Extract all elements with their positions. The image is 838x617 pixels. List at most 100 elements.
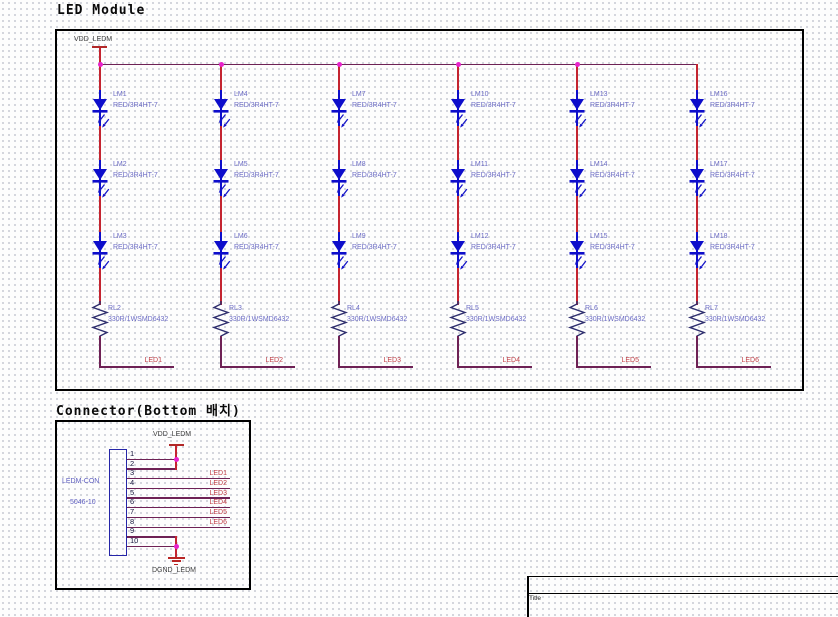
led-symbol[interactable] bbox=[683, 232, 711, 276]
wire-net-stub[interactable] bbox=[696, 366, 772, 368]
led-value[interactable]: RED/3R4HT-7 bbox=[710, 172, 755, 179]
net-label[interactable]: LED6 bbox=[741, 357, 759, 364]
led-ref[interactable]: LM1 bbox=[113, 91, 127, 98]
connector-body[interactable] bbox=[109, 449, 127, 556]
led-ref[interactable]: LM13 bbox=[590, 91, 608, 98]
led-module-outline-box[interactable] bbox=[55, 29, 804, 391]
led-ref[interactable]: LM12 bbox=[471, 233, 489, 240]
wire-vdd-bus[interactable] bbox=[99, 63, 699, 66]
resistor-ref[interactable]: RL6 bbox=[585, 305, 598, 312]
section-title-connector[interactable]: Connector(Bottom 배치) bbox=[56, 404, 241, 419]
vdd-power-symbol[interactable] bbox=[168, 444, 184, 446]
led-symbol[interactable] bbox=[444, 90, 472, 134]
led-value[interactable]: RED/3R4HT-7 bbox=[471, 244, 516, 251]
resistor-value[interactable]: 330R/1WSMD6432 bbox=[466, 316, 527, 323]
led-symbol[interactable] bbox=[86, 160, 114, 204]
led-ref[interactable]: LM18 bbox=[710, 233, 728, 240]
net-label[interactable]: LED3 bbox=[209, 489, 227, 497]
pin-wire-3[interactable] bbox=[127, 478, 230, 480]
pin-wire-7[interactable] bbox=[127, 516, 230, 519]
led-value[interactable]: RED/3R4HT-7 bbox=[113, 244, 158, 251]
led-symbol[interactable] bbox=[444, 160, 472, 204]
led-symbol[interactable] bbox=[325, 160, 353, 204]
led-value[interactable]: RED/3R4HT-7 bbox=[352, 244, 397, 251]
pin-wire-2[interactable] bbox=[127, 468, 176, 470]
led-ref[interactable]: LM4 bbox=[234, 91, 248, 98]
resistor-ref[interactable]: RL7 bbox=[705, 305, 718, 312]
led-symbol[interactable] bbox=[563, 160, 591, 204]
led-ref[interactable]: LM14 bbox=[590, 161, 608, 168]
net-label[interactable]: LED2 bbox=[209, 480, 227, 487]
resistor-ref[interactable]: RL4 bbox=[347, 305, 360, 312]
led-symbol[interactable] bbox=[207, 90, 235, 134]
wire-net-stub[interactable] bbox=[220, 366, 296, 368]
led-value[interactable]: RED/3R4HT-7 bbox=[234, 102, 279, 109]
led-symbol[interactable] bbox=[86, 232, 114, 276]
resistor-value[interactable]: 330R/1WSMD6432 bbox=[585, 316, 646, 323]
net-label[interactable]: LED2 bbox=[265, 357, 283, 364]
led-value[interactable]: RED/3R4HT-7 bbox=[590, 172, 635, 179]
led-value[interactable]: RED/3R4HT-7 bbox=[590, 244, 635, 251]
led-ref[interactable]: LM7 bbox=[352, 91, 366, 98]
gnd-power-label[interactable]: DGND_LEDM bbox=[152, 567, 196, 574]
net-label[interactable]: LED3 bbox=[383, 357, 401, 364]
wire-net-stub[interactable] bbox=[338, 366, 414, 368]
led-ref[interactable]: LM15 bbox=[590, 233, 608, 240]
led-ref[interactable]: LM3 bbox=[113, 233, 127, 240]
led-ref[interactable]: LM10 bbox=[471, 91, 489, 98]
led-symbol[interactable] bbox=[207, 232, 235, 276]
pin-wire-6[interactable] bbox=[127, 507, 230, 509]
led-value[interactable]: RED/3R4HT-7 bbox=[113, 172, 158, 179]
led-ref[interactable]: LM2 bbox=[113, 161, 127, 168]
led-symbol[interactable] bbox=[563, 232, 591, 276]
pin-wire-8[interactable] bbox=[127, 526, 230, 528]
net-label[interactable]: LED5 bbox=[209, 509, 227, 516]
resistor-ref[interactable]: RL2 bbox=[108, 305, 121, 312]
led-ref[interactable]: LM17 bbox=[710, 161, 728, 168]
wire-resistor-out[interactable] bbox=[338, 336, 340, 367]
wire-net-stub[interactable] bbox=[457, 366, 533, 368]
led-symbol[interactable] bbox=[325, 232, 353, 276]
led-value[interactable]: RED/3R4HT-7 bbox=[234, 172, 279, 179]
wire-net-stub[interactable] bbox=[99, 366, 175, 368]
pin-wire-9[interactable] bbox=[127, 536, 176, 538]
led-ref[interactable]: LM16 bbox=[710, 91, 728, 98]
resistor-value[interactable]: 330R/1WSMD6432 bbox=[705, 316, 766, 323]
connector-outline-box[interactable] bbox=[55, 420, 251, 590]
led-ref[interactable]: LM5 bbox=[234, 161, 248, 168]
wire-resistor-out[interactable] bbox=[457, 336, 459, 367]
net-label[interactable]: LED6 bbox=[209, 518, 227, 526]
led-symbol[interactable] bbox=[444, 232, 472, 276]
wire-vdd[interactable] bbox=[99, 48, 101, 64]
pin-wire-4[interactable] bbox=[127, 487, 230, 490]
section-title-led-module[interactable]: LED Module bbox=[57, 3, 146, 18]
led-symbol[interactable] bbox=[683, 160, 711, 204]
pin-wire-5[interactable] bbox=[127, 497, 230, 499]
led-ref[interactable]: LM9 bbox=[352, 233, 366, 240]
resistor-value[interactable]: 330R/1WSMD6432 bbox=[108, 316, 169, 323]
resistor-ref[interactable]: RL3 bbox=[229, 305, 242, 312]
vdd-power-label[interactable]: VDD_LEDM bbox=[153, 431, 192, 438]
net-label[interactable]: LED4 bbox=[209, 499, 227, 506]
wire-resistor-out[interactable] bbox=[220, 336, 222, 367]
led-value[interactable]: RED/3R4HT-7 bbox=[234, 244, 279, 251]
vdd-power-label[interactable]: VDD_LEDM bbox=[74, 36, 113, 43]
led-value[interactable]: RED/3R4HT-7 bbox=[113, 102, 158, 109]
led-value[interactable]: RED/3R4HT-7 bbox=[471, 102, 516, 109]
led-symbol[interactable] bbox=[683, 90, 711, 134]
pin-wire-10[interactable] bbox=[127, 545, 176, 548]
vdd-power-symbol[interactable] bbox=[92, 46, 107, 48]
led-symbol[interactable] bbox=[207, 160, 235, 204]
resistor-value[interactable]: 330R/1WSMD6432 bbox=[229, 316, 290, 323]
wire-resistor-out[interactable] bbox=[576, 336, 578, 367]
wire-resistor-out[interactable] bbox=[696, 336, 698, 367]
wire-resistor-out[interactable] bbox=[99, 336, 101, 367]
led-symbol[interactable] bbox=[86, 90, 114, 134]
led-value[interactable]: RED/3R4HT-7 bbox=[590, 102, 635, 109]
led-ref[interactable]: LM8 bbox=[352, 161, 366, 168]
connector-part-number[interactable]: 5046-10 bbox=[70, 499, 96, 506]
net-label[interactable]: LED5 bbox=[621, 357, 639, 364]
resistor-ref[interactable]: RL5 bbox=[466, 305, 479, 312]
led-value[interactable]: RED/3R4HT-7 bbox=[710, 244, 755, 251]
wire-net-stub[interactable] bbox=[576, 366, 652, 368]
